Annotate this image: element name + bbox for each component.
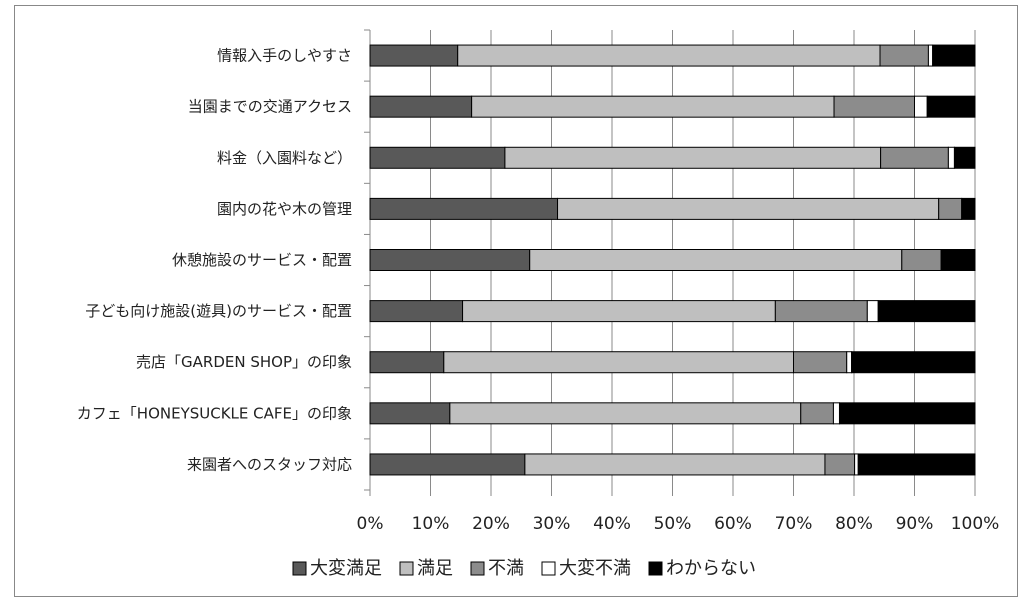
bar-segment	[369, 351, 445, 374]
bar-segment	[938, 197, 963, 220]
x-tick-label: 60%	[714, 514, 752, 534]
x-tick-label: 30%	[533, 514, 571, 534]
bar-segment	[879, 44, 929, 67]
legend-swatch	[541, 561, 556, 576]
category-label: 園内の花や木の管理	[217, 200, 352, 218]
category-label: 来園者へのスタッフ対応	[187, 455, 352, 473]
bar-segment	[880, 146, 949, 169]
legend-swatch	[399, 561, 414, 576]
bar-segment	[524, 453, 826, 476]
bar-segment	[824, 453, 856, 476]
bar-segment	[471, 95, 835, 118]
x-tick-label: 50%	[654, 514, 692, 534]
bar-segment	[462, 300, 776, 323]
x-tick-label: 20%	[472, 514, 510, 534]
bar-segment	[953, 146, 976, 169]
bar-segment	[914, 95, 928, 118]
bar-segment	[457, 44, 881, 67]
category-label: カフェ「HONEYSUCKLE CAFE」の印象	[77, 404, 352, 422]
bar-segment	[557, 197, 940, 220]
bar-segment	[369, 197, 559, 220]
bar-segment	[854, 453, 859, 476]
category-label: 子ども向け施設(遊具)のサービス・配置	[85, 302, 352, 320]
bar-segment	[940, 249, 976, 271]
x-tick-label: 70%	[775, 514, 813, 534]
legend-label: 大変不満	[559, 558, 631, 579]
bar-segment	[443, 351, 794, 374]
category-label: 料金（入園料など）	[217, 149, 352, 167]
bar-segment	[927, 44, 934, 67]
bar-segment	[369, 95, 473, 118]
legend-swatch	[648, 561, 663, 576]
bar-segment	[926, 95, 976, 118]
legend-swatch	[292, 561, 307, 576]
category-label: 売店「GARDEN SHOP」の印象	[136, 353, 352, 371]
bar-segment	[449, 402, 802, 425]
legend-label: 満足	[417, 558, 453, 579]
bar-segment	[800, 402, 834, 425]
bar-segment	[369, 249, 531, 271]
bar-segment	[932, 44, 976, 67]
bar-segment	[838, 402, 976, 425]
bar-segment	[961, 197, 976, 220]
legend-label: 大変満足	[310, 558, 382, 579]
bar-segment	[369, 44, 459, 67]
legend-label: 不満	[488, 558, 524, 579]
bar-segment	[529, 249, 903, 271]
bar-segment	[504, 146, 882, 169]
bar-segment	[774, 300, 868, 323]
x-tick-label: 100%	[951, 514, 1000, 534]
category-label: 情報入手のしやすさ	[217, 47, 352, 65]
legend-swatch	[470, 561, 485, 576]
bar-segment	[901, 249, 942, 271]
x-tick-label: 10%	[412, 514, 450, 534]
x-tick-label: 40%	[593, 514, 631, 534]
category-label: 当園までの交通アクセス	[188, 98, 352, 116]
bar-segment	[857, 453, 976, 476]
bar-segment	[369, 402, 451, 425]
bar-segment	[833, 95, 915, 118]
bar-segment	[832, 402, 840, 425]
bar-segment	[846, 351, 853, 374]
category-label: 休憩施設のサービス・配置	[172, 251, 352, 269]
bar-segment	[877, 300, 976, 323]
bar-segment	[369, 146, 506, 169]
bar-segment	[369, 453, 526, 476]
x-tick-label: 90%	[896, 514, 934, 534]
legend-label: わからない	[666, 558, 756, 579]
bar-segment	[947, 146, 955, 169]
bar-segment	[866, 300, 879, 323]
x-tick-label: 80%	[835, 514, 873, 534]
bar-segment	[851, 351, 976, 374]
bar-segment	[369, 300, 464, 323]
bar-segment	[793, 351, 848, 374]
x-tick-label: 0%	[357, 514, 384, 534]
